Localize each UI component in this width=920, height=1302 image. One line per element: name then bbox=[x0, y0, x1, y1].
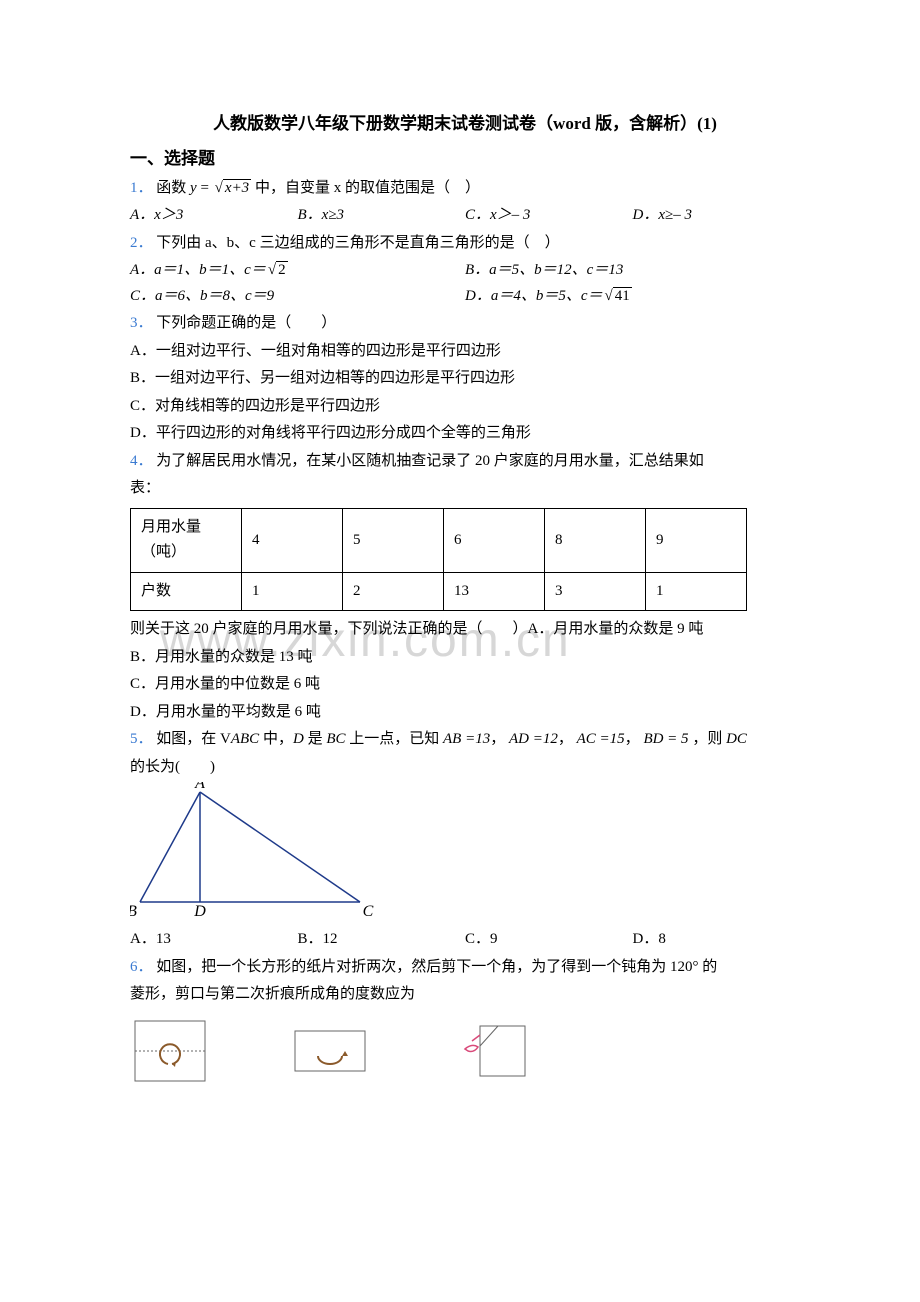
q1-options: A．x＞3 B．x≥3 C．x＞– 3 D．x≥– 3 bbox=[130, 203, 800, 229]
q6-fold1 bbox=[130, 1016, 210, 1086]
q2-optA: A．a＝1、b＝1、c＝ 2 bbox=[130, 258, 465, 284]
q4-optB: B．月用水量的众数是 13 吨 bbox=[130, 645, 800, 671]
q4-r1c2: 5 bbox=[343, 508, 444, 572]
q5-pre: 如图，在 V bbox=[156, 731, 231, 747]
q1-post: 中，自变量 x 的取值范围是（ ） bbox=[255, 180, 480, 196]
q1-optB: B．x≥3 bbox=[298, 203, 466, 229]
q2-optA-pre: A．a＝1、b＝1、c＝ bbox=[130, 262, 266, 278]
q4-r1c0: 月用水量（吨） bbox=[131, 508, 242, 572]
q5-D: D bbox=[293, 731, 304, 747]
q2-optD-rad: 41 bbox=[613, 287, 632, 304]
q5-num: 5． bbox=[130, 731, 153, 747]
q6-stem1: 6． 如图，把一个长方形的纸片对折两次，然后剪下一个角，为了得到一个钝角为 12… bbox=[130, 955, 800, 981]
q1-rad: x+3 bbox=[223, 179, 251, 196]
q2-stem: 2． 下列由 a、b、c 三边组成的三角形不是直角三角形的是（ ） bbox=[130, 231, 800, 257]
q5-c3: ， bbox=[625, 731, 640, 747]
section-header: 一、选择题 bbox=[130, 145, 800, 174]
q6-stem2: 菱形，剪口与第二次折痕所成角的度数应为 bbox=[130, 982, 800, 1008]
q2-optC: C．a＝6、b＝8、c＝9 bbox=[130, 284, 465, 310]
q4-r2c3: 13 bbox=[444, 572, 545, 611]
q2-options-row1: A．a＝1、b＝1、c＝ 2 B．a＝5、b＝12、c＝13 bbox=[130, 258, 800, 284]
q4-r1c5: 9 bbox=[646, 508, 747, 572]
q5-diagram: A B D C bbox=[130, 782, 390, 927]
q2-optD: D．a＝4、b＝5、c＝ 41 bbox=[465, 284, 800, 310]
q1-optD: D．x≥– 3 bbox=[633, 203, 801, 229]
q3-optD: D．平行四边形的对角线将平行四边形分成四个全等的三角形 bbox=[130, 421, 800, 447]
q5-stem: 5． 如图，在 VABC 中，D 是 BC 上一点，已知 AB =13， AD … bbox=[130, 727, 800, 753]
q4-r2c5: 1 bbox=[646, 572, 747, 611]
q5-DC: DC bbox=[726, 731, 747, 747]
q4-post: 则关于这 20 户家庭的月用水量，下列说法正确的是（ ）A．月用水量的众数是 9… bbox=[130, 617, 800, 643]
q5-optA: A．13 bbox=[130, 927, 298, 953]
q3-optC: C．对角线相等的四边形是平行四边形 bbox=[130, 394, 800, 420]
q5-BC: BC bbox=[326, 731, 345, 747]
q1-optA: A．x＞3 bbox=[130, 203, 298, 229]
q1-pre: 函数 bbox=[156, 180, 190, 196]
q2-options-row2: C．a＝6、b＝8、c＝9 D．a＝4、b＝5、c＝ 41 bbox=[130, 284, 800, 310]
q4-stem1: 4． 为了解居民用水情况，在某小区随机抽查记录了 20 户家庭的月用水量，汇总结… bbox=[130, 449, 800, 475]
q3-optB: B．一组对边平行、另一组对边相等的四边形是平行四边形 bbox=[130, 366, 800, 392]
q5-is: 是 bbox=[304, 731, 327, 747]
q6-fold3 bbox=[450, 1021, 530, 1081]
q5-optB: B．12 bbox=[298, 927, 466, 953]
q5-then: ，则 bbox=[692, 731, 726, 747]
q3-optA: A．一组对边平行、一组对角相等的四边形是平行四边形 bbox=[130, 339, 800, 365]
q5-c1: ， bbox=[490, 731, 505, 747]
q2-optA-rad: 2 bbox=[276, 261, 288, 278]
q2-optD-pre: D．a＝4、b＝5、c＝ bbox=[465, 288, 603, 304]
table-row: 月用水量（吨） 4 5 6 8 9 bbox=[131, 508, 747, 572]
q1-num: 1． bbox=[130, 180, 153, 196]
q5-eq4: BD = 5 bbox=[643, 731, 688, 747]
q3-text: 下列命题正确的是（ ） bbox=[156, 315, 336, 331]
q2-num: 2． bbox=[130, 235, 153, 251]
svg-text:A: A bbox=[194, 782, 205, 792]
q4-text1: 为了解居民用水情况，在某小区随机抽查记录了 20 户家庭的月用水量，汇总结果如 bbox=[156, 453, 704, 469]
q5-options: A．13 B．12 C．9 D．8 bbox=[130, 927, 800, 953]
q1-optC: C．x＞– 3 bbox=[465, 203, 633, 229]
q5-stem-end: 的长为( ) bbox=[130, 755, 800, 781]
q3-stem: 3． 下列命题正确的是（ ） bbox=[130, 311, 800, 337]
q5-eq3: AC =15 bbox=[577, 731, 625, 747]
svg-text:D: D bbox=[193, 903, 206, 920]
table-row: 户数 1 2 13 3 1 bbox=[131, 572, 747, 611]
q4-r2c1: 1 bbox=[242, 572, 343, 611]
sqrt-icon: 2 bbox=[266, 258, 288, 284]
q2-text: 下列由 a、b、c 三边组成的三角形不是直角三角形的是（ ） bbox=[156, 235, 559, 251]
sqrt-icon: x+3 bbox=[213, 176, 252, 202]
q3-num: 3． bbox=[130, 315, 153, 331]
q1-stem: 1． 函数 y = x+3 中，自变量 x 的取值范围是（ ） bbox=[130, 176, 800, 202]
q4-optD: D．月用水量的平均数是 6 吨 bbox=[130, 700, 800, 726]
q5-eq1: AB =13 bbox=[443, 731, 490, 747]
q4-r2c0: 户数 bbox=[131, 572, 242, 611]
q5-eq2: AD =12 bbox=[509, 731, 558, 747]
sqrt-icon: 41 bbox=[603, 284, 632, 310]
page-title: 人教版数学八年级下册数学期末试卷测试卷（word 版，含解析）(1) bbox=[130, 110, 800, 139]
q6-num: 6． bbox=[130, 959, 153, 975]
q5-optC: C．9 bbox=[465, 927, 633, 953]
q4-r1c3: 6 bbox=[444, 508, 545, 572]
q5-optD: D．8 bbox=[633, 927, 801, 953]
q4-num: 4． bbox=[130, 453, 153, 469]
q5-mid2: 上一点，已知 bbox=[349, 731, 443, 747]
q4-r2c2: 2 bbox=[343, 572, 444, 611]
q2-optB: B．a＝5、b＝12、c＝13 bbox=[465, 258, 800, 284]
q5-c2: ， bbox=[558, 731, 573, 747]
svg-text:B: B bbox=[130, 903, 137, 920]
q5-mid1: 中， bbox=[263, 731, 293, 747]
q1-y: y bbox=[190, 180, 197, 196]
q4-table: 月用水量（吨） 4 5 6 8 9 户数 1 2 13 3 1 bbox=[130, 508, 747, 612]
q6-diagrams bbox=[130, 1016, 800, 1086]
q6-text1: 如图，把一个长方形的纸片对折两次，然后剪下一个角，为了得到一个钝角为 120° … bbox=[156, 959, 717, 975]
q1-eq: = bbox=[200, 180, 208, 196]
q4-r1c4: 8 bbox=[545, 508, 646, 572]
q6-fold2 bbox=[290, 1026, 370, 1076]
q4-r2c4: 3 bbox=[545, 572, 646, 611]
q4-stem2: 表： bbox=[130, 476, 800, 502]
svg-text:C: C bbox=[363, 903, 374, 920]
q5-tri: ABC bbox=[231, 731, 259, 747]
q4-optC: C．月用水量的中位数是 6 吨 bbox=[130, 672, 800, 698]
q4-r1c1: 4 bbox=[242, 508, 343, 572]
